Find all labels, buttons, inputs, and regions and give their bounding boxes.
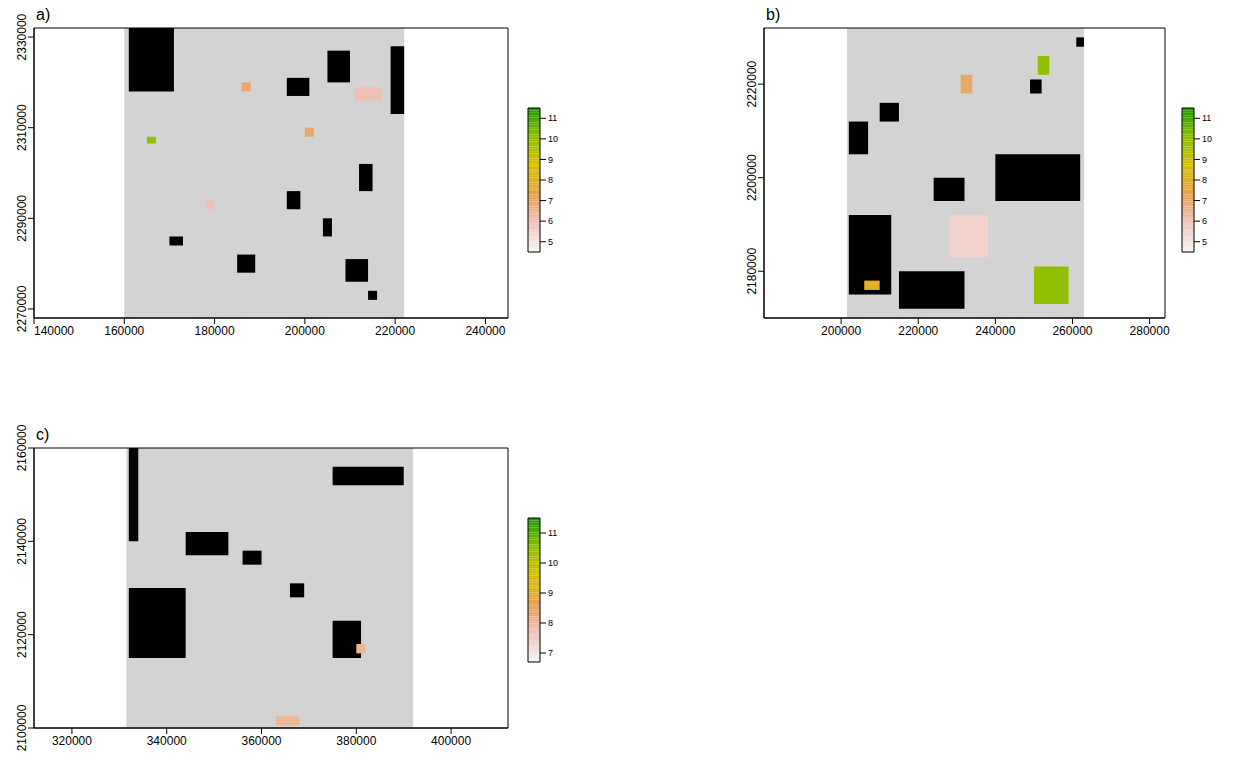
svg-text:8: 8 [548,618,553,628]
svg-text:2220000: 2220000 [745,60,759,107]
svg-text:200000: 200000 [285,324,325,338]
svg-text:2310000: 2310000 [15,104,29,151]
svg-text:7: 7 [1202,196,1207,206]
svg-text:10: 10 [1202,134,1212,144]
svg-text:2160000: 2160000 [15,424,29,471]
svg-text:160000: 160000 [104,324,144,338]
svg-text:140000: 140000 [34,324,74,338]
svg-text:2180000: 2180000 [745,248,759,295]
svg-text:240000: 240000 [465,324,505,338]
svg-text:2330000: 2330000 [15,13,29,60]
svg-text:7: 7 [548,196,553,206]
svg-text:8: 8 [1202,175,1207,185]
svg-text:7: 7 [548,648,553,658]
html-text:c): c) [36,426,50,443]
svg-text:2140000: 2140000 [15,518,29,565]
svg-text:10: 10 [548,558,558,568]
svg-text:2100000: 2100000 [15,704,29,751]
svg-text:11: 11 [548,113,557,123]
svg-text:2270000: 2270000 [15,285,29,332]
svg-text:240000: 240000 [975,324,1015,338]
svg-text:9: 9 [548,588,553,598]
svg-text:6: 6 [548,216,553,226]
svg-text:11: 11 [548,528,557,538]
svg-text:220000: 220000 [898,324,938,338]
svg-text:260000: 260000 [1052,324,1092,338]
svg-text:5: 5 [548,237,553,247]
svg-text:380000: 380000 [336,734,376,748]
html-text:b): b) [766,6,781,23]
html-text:a): a) [36,6,51,23]
svg-text:320000: 320000 [52,734,92,748]
svg-text:2200000: 2200000 [745,154,759,201]
svg-text:6: 6 [1202,216,1207,226]
svg-text:360000: 360000 [241,734,281,748]
svg-text:280000: 280000 [1130,324,1170,338]
svg-text:220000: 220000 [375,324,415,338]
svg-text:11: 11 [1202,113,1211,123]
svg-text:8: 8 [548,175,553,185]
svg-text:2290000: 2290000 [15,195,29,242]
svg-text:200000: 200000 [821,324,861,338]
svg-text:180000: 180000 [195,324,235,338]
svg-text:5: 5 [1202,237,1207,247]
svg-text:400000: 400000 [431,734,471,748]
svg-text:9: 9 [1202,155,1207,165]
svg-text:2120000: 2120000 [15,611,29,658]
svg-text:10: 10 [548,134,558,144]
svg-text:9: 9 [548,155,553,165]
svg-text:340000: 340000 [147,734,187,748]
